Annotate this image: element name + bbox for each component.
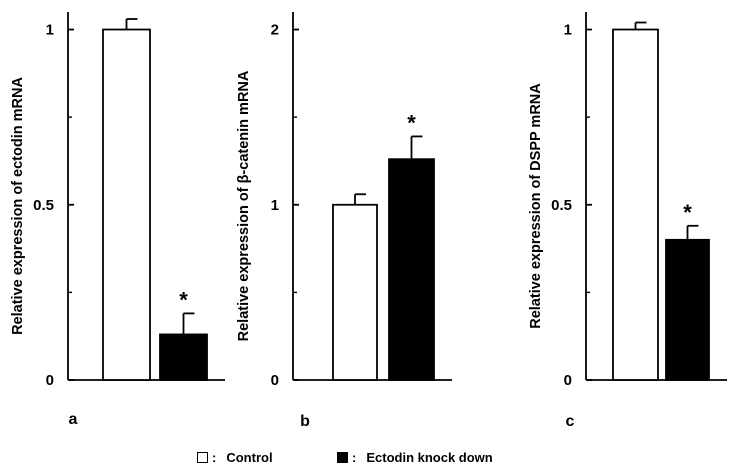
y-tick-label: 0.5 [33,197,54,214]
legend-separator: : [212,450,217,465]
y-tick-label: 0 [271,372,279,389]
legend-label-control: Control [226,450,273,465]
bar-knockdown [665,238,710,381]
panel-label: c [566,413,575,430]
y-axis-title: Relative expression of ectodin mRNA [10,77,26,335]
chart-panel-c: 0 0.5 1 * Relative expression of DSPP mRNA c [528,12,727,430]
chart-panel-a: 0 0.5 1 * Relative expression of ectodin mRN… [10,12,225,428]
y-axis-title: Relative expression of DSPP mRNA [528,83,544,329]
bar-control [332,203,378,381]
y-tick-label: 0.5 [551,197,572,214]
y-tick-label: 1 [271,197,279,214]
panel-label: b [300,413,310,430]
bar-control [102,28,151,381]
panel-label: a [69,411,78,428]
legend-item-control: : Control [197,450,273,465]
y-tick-label: 0 [46,372,54,389]
y-tick-label: 1 [564,22,572,39]
significance-marker: * [407,110,416,135]
legend-swatch-knockdown [337,452,348,463]
bar-knockdown [388,158,435,381]
bar-control [612,28,659,381]
y-tick-label: 2 [271,22,279,39]
y-axis-title: Relative expression of β-catenin mRNA [236,70,252,341]
bar-knockdown [159,333,208,381]
legend-swatch-control [197,452,208,463]
y-tick-label: 0 [564,372,572,389]
y-tick-label: 1 [46,22,54,39]
chart-panel-b: 0 1 2 * Relative expression of β-catenin mRN… [236,12,452,430]
significance-marker: * [179,287,188,312]
significance-marker: * [683,200,692,225]
legend-item-knockdown: : Ectodin knock down [337,450,493,465]
legend-label-knockdown: Ectodin knock down [366,450,493,465]
legend-separator: : [352,450,357,465]
